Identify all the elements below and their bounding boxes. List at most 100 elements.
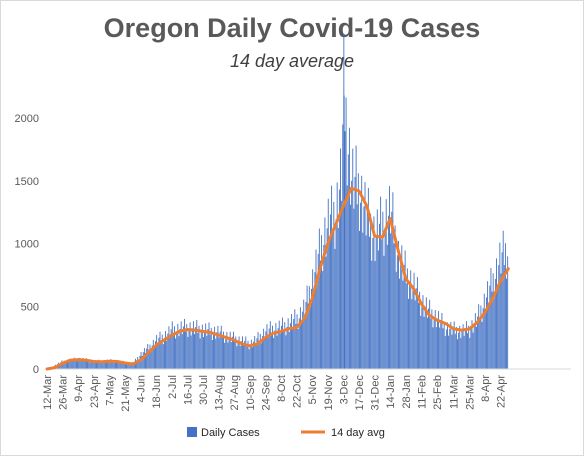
daily-cases-bar <box>186 324 188 369</box>
daily-cases-bar <box>101 363 103 369</box>
daily-cases-bar <box>194 334 195 369</box>
daily-cases-bar <box>166 340 168 369</box>
daily-cases-bar <box>373 216 375 369</box>
daily-cases-bar <box>106 361 107 369</box>
daily-cases-bar <box>315 249 317 369</box>
daily-cases-bar <box>433 318 435 369</box>
x-tick-label: 27-Aug <box>229 375 241 410</box>
daily-cases-bar <box>242 336 243 369</box>
daily-cases-bar <box>224 342 226 369</box>
daily-cases-bar <box>285 335 287 369</box>
daily-cases-bar <box>104 362 106 369</box>
x-tick-label: 14-Jan <box>385 375 397 409</box>
daily-cases-bar <box>469 337 471 369</box>
daily-cases-bar <box>401 245 403 369</box>
daily-cases-bar <box>479 318 481 369</box>
daily-cases-bar <box>103 360 105 369</box>
daily-cases-bar <box>167 333 169 369</box>
daily-cases-bar <box>384 227 386 369</box>
daily-cases-bar <box>357 173 359 369</box>
daily-cases-bar <box>313 293 315 369</box>
x-tick-label: 12-Mar <box>42 375 54 410</box>
x-tick-label: 16-Jul <box>182 375 194 405</box>
daily-cases-bar <box>247 340 249 369</box>
daily-cases-bar <box>217 325 219 369</box>
daily-cases-bar <box>273 337 275 369</box>
daily-cases-bar <box>507 256 509 369</box>
daily-cases-bar <box>159 331 161 369</box>
x-tick-label: 7-May <box>104 375 116 406</box>
daily-cases-bar <box>83 361 85 369</box>
daily-cases-bar <box>494 278 496 369</box>
daily-cases-bar <box>81 359 83 369</box>
x-tick-label: 26-Mar <box>58 375 70 410</box>
daily-cases-bar <box>476 326 477 369</box>
daily-cases-bar <box>465 321 467 369</box>
daily-cases-bar <box>158 337 160 369</box>
x-tick-label: 5-Nov <box>307 375 319 405</box>
legend-label-14-day-avg: 14 day avg <box>331 427 385 439</box>
daily-cases-bar <box>461 331 463 369</box>
daily-cases-bar <box>370 213 372 369</box>
daily-cases-bar <box>338 189 340 369</box>
x-tick-label: 19-Nov <box>323 375 335 411</box>
daily-cases-bar <box>122 360 124 369</box>
daily-cases-bar <box>254 336 256 369</box>
daily-cases-bar <box>501 252 503 369</box>
daily-cases-bar <box>435 327 437 369</box>
daily-cases-bar <box>328 242 330 369</box>
x-tick-label: 4-Jun <box>136 375 148 403</box>
daily-cases-bar <box>312 269 314 369</box>
daily-cases-bar <box>216 332 218 369</box>
daily-cases-bar <box>308 286 310 369</box>
daily-cases-bar <box>227 342 229 369</box>
daily-cases-bar <box>207 329 209 369</box>
daily-cases-bar <box>230 342 232 369</box>
daily-cases-bar <box>203 337 204 369</box>
daily-cases-bar <box>377 250 379 369</box>
daily-cases-bar <box>165 330 167 369</box>
daily-cases-bar <box>65 361 67 369</box>
daily-cases-bar <box>348 127 350 369</box>
daily-cases-bar <box>100 360 102 369</box>
daily-cases-bar <box>316 277 318 369</box>
chart-subtitle: 14 day average <box>229 51 355 71</box>
daily-cases-bar <box>391 211 393 369</box>
y-axis-ticks: 0 500 1000 1500 2000 <box>15 113 39 376</box>
daily-cases-bar <box>289 323 291 369</box>
daily-cases-bar <box>205 323 207 369</box>
daily-cases-bar <box>213 333 214 369</box>
daily-cases-bar <box>431 309 433 369</box>
daily-cases-bar <box>138 359 140 369</box>
daily-cases-bar <box>250 339 252 369</box>
daily-cases-bar <box>215 338 217 369</box>
daily-cases-bar <box>172 333 174 369</box>
daily-cases-bar <box>335 219 337 369</box>
daily-cases-bar <box>256 338 258 369</box>
daily-cases-bar <box>177 323 179 369</box>
bar-series-daily-cases <box>47 33 509 370</box>
daily-cases-bar <box>347 154 349 369</box>
daily-cases-bar <box>342 124 344 369</box>
daily-cases-bar <box>110 359 112 369</box>
daily-cases-bar <box>484 312 486 369</box>
daily-cases-bar <box>455 326 457 369</box>
daily-cases-bar <box>201 324 203 369</box>
daily-cases-bar <box>363 206 365 369</box>
daily-cases-bar <box>200 331 202 369</box>
daily-cases-bar <box>283 330 285 369</box>
daily-cases-bar <box>481 321 483 369</box>
daily-cases-bar <box>497 286 499 369</box>
daily-cases-bar <box>434 310 436 369</box>
x-tick-label: 8-Oct <box>276 375 288 402</box>
daily-cases-bar <box>129 364 131 369</box>
daily-cases-bar <box>96 362 97 369</box>
daily-cases-bar <box>152 339 154 369</box>
daily-cases-bar <box>460 337 462 369</box>
daily-cases-bar <box>489 285 491 369</box>
daily-cases-bar <box>174 326 175 369</box>
x-axis-ticks: 12-Mar 26-Mar 9-Apr 23-Apr 7-May 21-May 4-Jun 1… <box>42 375 508 412</box>
daily-cases-bar <box>374 260 376 369</box>
daily-cases-bar <box>246 345 248 369</box>
